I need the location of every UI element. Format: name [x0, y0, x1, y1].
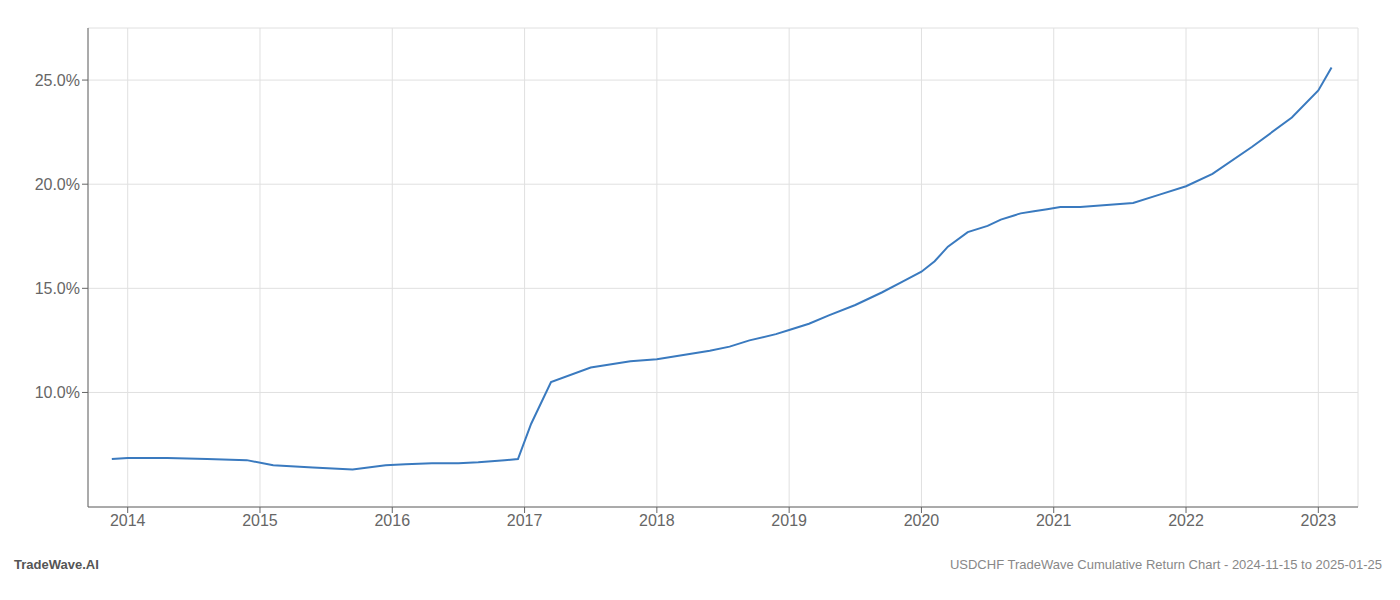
svg-text:25.0%: 25.0%: [35, 72, 80, 89]
svg-text:2022: 2022: [1168, 512, 1204, 529]
svg-text:15.0%: 15.0%: [35, 280, 80, 297]
svg-text:2014: 2014: [110, 512, 146, 529]
html-text:TradeWave.AI: TradeWave.AI: [14, 557, 99, 572]
svg-text:2019: 2019: [771, 512, 807, 529]
svg-text:2023: 2023: [1301, 512, 1337, 529]
svg-text:20.0%: 20.0%: [35, 176, 80, 193]
svg-text:10.0%: 10.0%: [35, 384, 80, 401]
html-text:USDCHF TradeWave Cumulative Re: USDCHF TradeWave Cumulative Return Chart…: [949, 557, 1382, 572]
svg-text:2015: 2015: [242, 512, 278, 529]
svg-text:2021: 2021: [1036, 512, 1072, 529]
svg-text:2020: 2020: [904, 512, 940, 529]
svg-text:2017: 2017: [507, 512, 543, 529]
svg-text:2016: 2016: [374, 512, 410, 529]
svg-text:2018: 2018: [639, 512, 675, 529]
